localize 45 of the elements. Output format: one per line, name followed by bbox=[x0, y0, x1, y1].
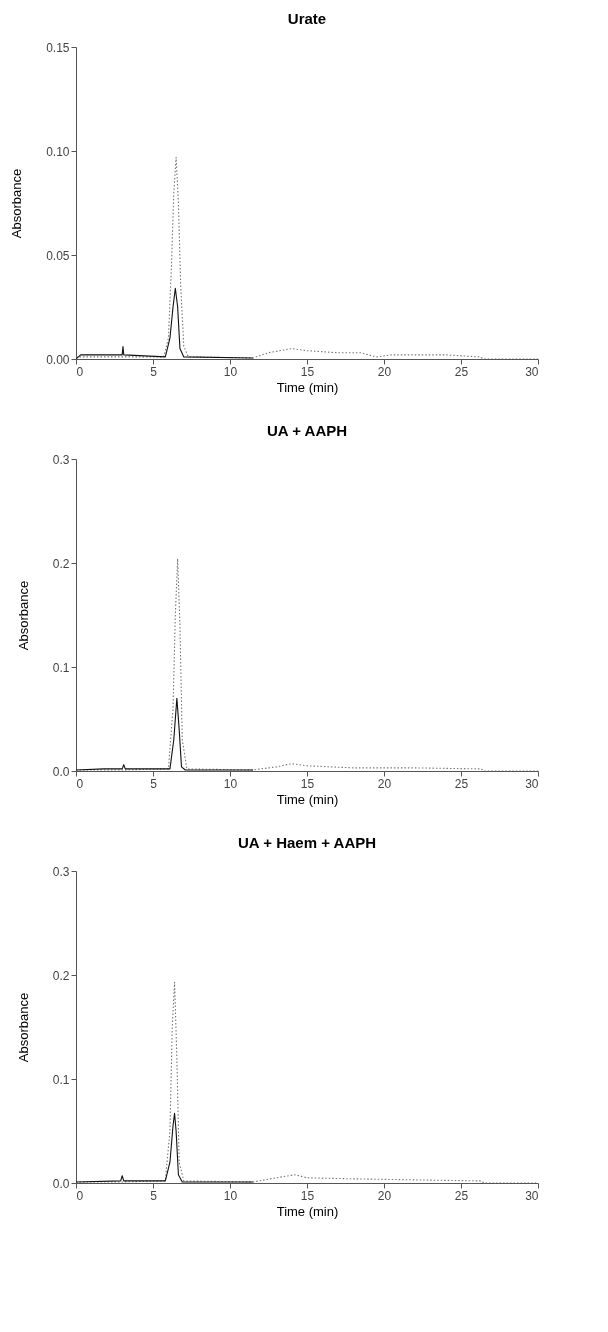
x-tick-label: 25 bbox=[454, 776, 469, 791]
y-tick-label: 0.2 bbox=[52, 968, 70, 983]
x-axis-title: Time (min) bbox=[276, 379, 339, 395]
line-series bbox=[76, 287, 254, 359]
x-tick-label: 0 bbox=[76, 364, 84, 379]
chart-title: UA + Haem + AAPH bbox=[237, 834, 377, 851]
x-tick-label: 20 bbox=[377, 776, 392, 791]
y-tick-label: 0.05 bbox=[46, 248, 70, 263]
x-tick-label: 0 bbox=[76, 776, 84, 791]
y-tick-label: 0.10 bbox=[46, 144, 70, 159]
x-tick-label: 15 bbox=[300, 776, 315, 791]
chart-title: Urate bbox=[287, 10, 327, 27]
x-axis-title: Time (min) bbox=[276, 1203, 339, 1219]
x-tick-label: 30 bbox=[525, 364, 539, 379]
y-tick-label: 0.0 bbox=[52, 764, 70, 779]
x-tick-label: 5 bbox=[150, 364, 158, 379]
y-tick-label: 0.1 bbox=[52, 660, 70, 675]
x-tick-label: 15 bbox=[300, 364, 315, 379]
line-series bbox=[76, 1112, 254, 1183]
x-tick-label: 30 bbox=[525, 776, 539, 791]
x-tick-label: 5 bbox=[150, 776, 158, 791]
x-tick-label: 10 bbox=[223, 776, 238, 791]
y-axis-title: Absorbance bbox=[15, 992, 31, 1063]
x-tick-label: 5 bbox=[150, 1188, 158, 1203]
x-tick-label: 15 bbox=[300, 1188, 315, 1203]
y-tick-label: 0.15 bbox=[46, 40, 70, 55]
x-tick-label: 25 bbox=[454, 364, 469, 379]
x-tick-label: 10 bbox=[223, 1188, 238, 1203]
x-tick-label: 30 bbox=[525, 1188, 539, 1203]
y-tick-label: 0.3 bbox=[52, 452, 70, 467]
chart-title: UA + AAPH bbox=[266, 422, 348, 439]
y-axis-title: Absorbance bbox=[15, 580, 31, 651]
y-tick-label: 0.0 bbox=[52, 1176, 70, 1191]
line-series bbox=[76, 697, 254, 771]
x-tick-label: 20 bbox=[377, 1188, 392, 1203]
x-tick-label: 20 bbox=[377, 364, 392, 379]
x-tick-label: 25 bbox=[454, 1188, 469, 1203]
y-tick-label: 0.1 bbox=[52, 1072, 70, 1087]
y-tick-label: 0.3 bbox=[52, 864, 70, 879]
x-tick-label: 10 bbox=[223, 364, 238, 379]
y-axis-title: Absorbance bbox=[9, 168, 25, 239]
x-axis-title: Time (min) bbox=[276, 791, 339, 807]
x-tick-label: 0 bbox=[76, 1188, 84, 1203]
y-tick-label: 0.2 bbox=[52, 556, 70, 571]
y-tick-label: 0.00 bbox=[46, 352, 70, 367]
